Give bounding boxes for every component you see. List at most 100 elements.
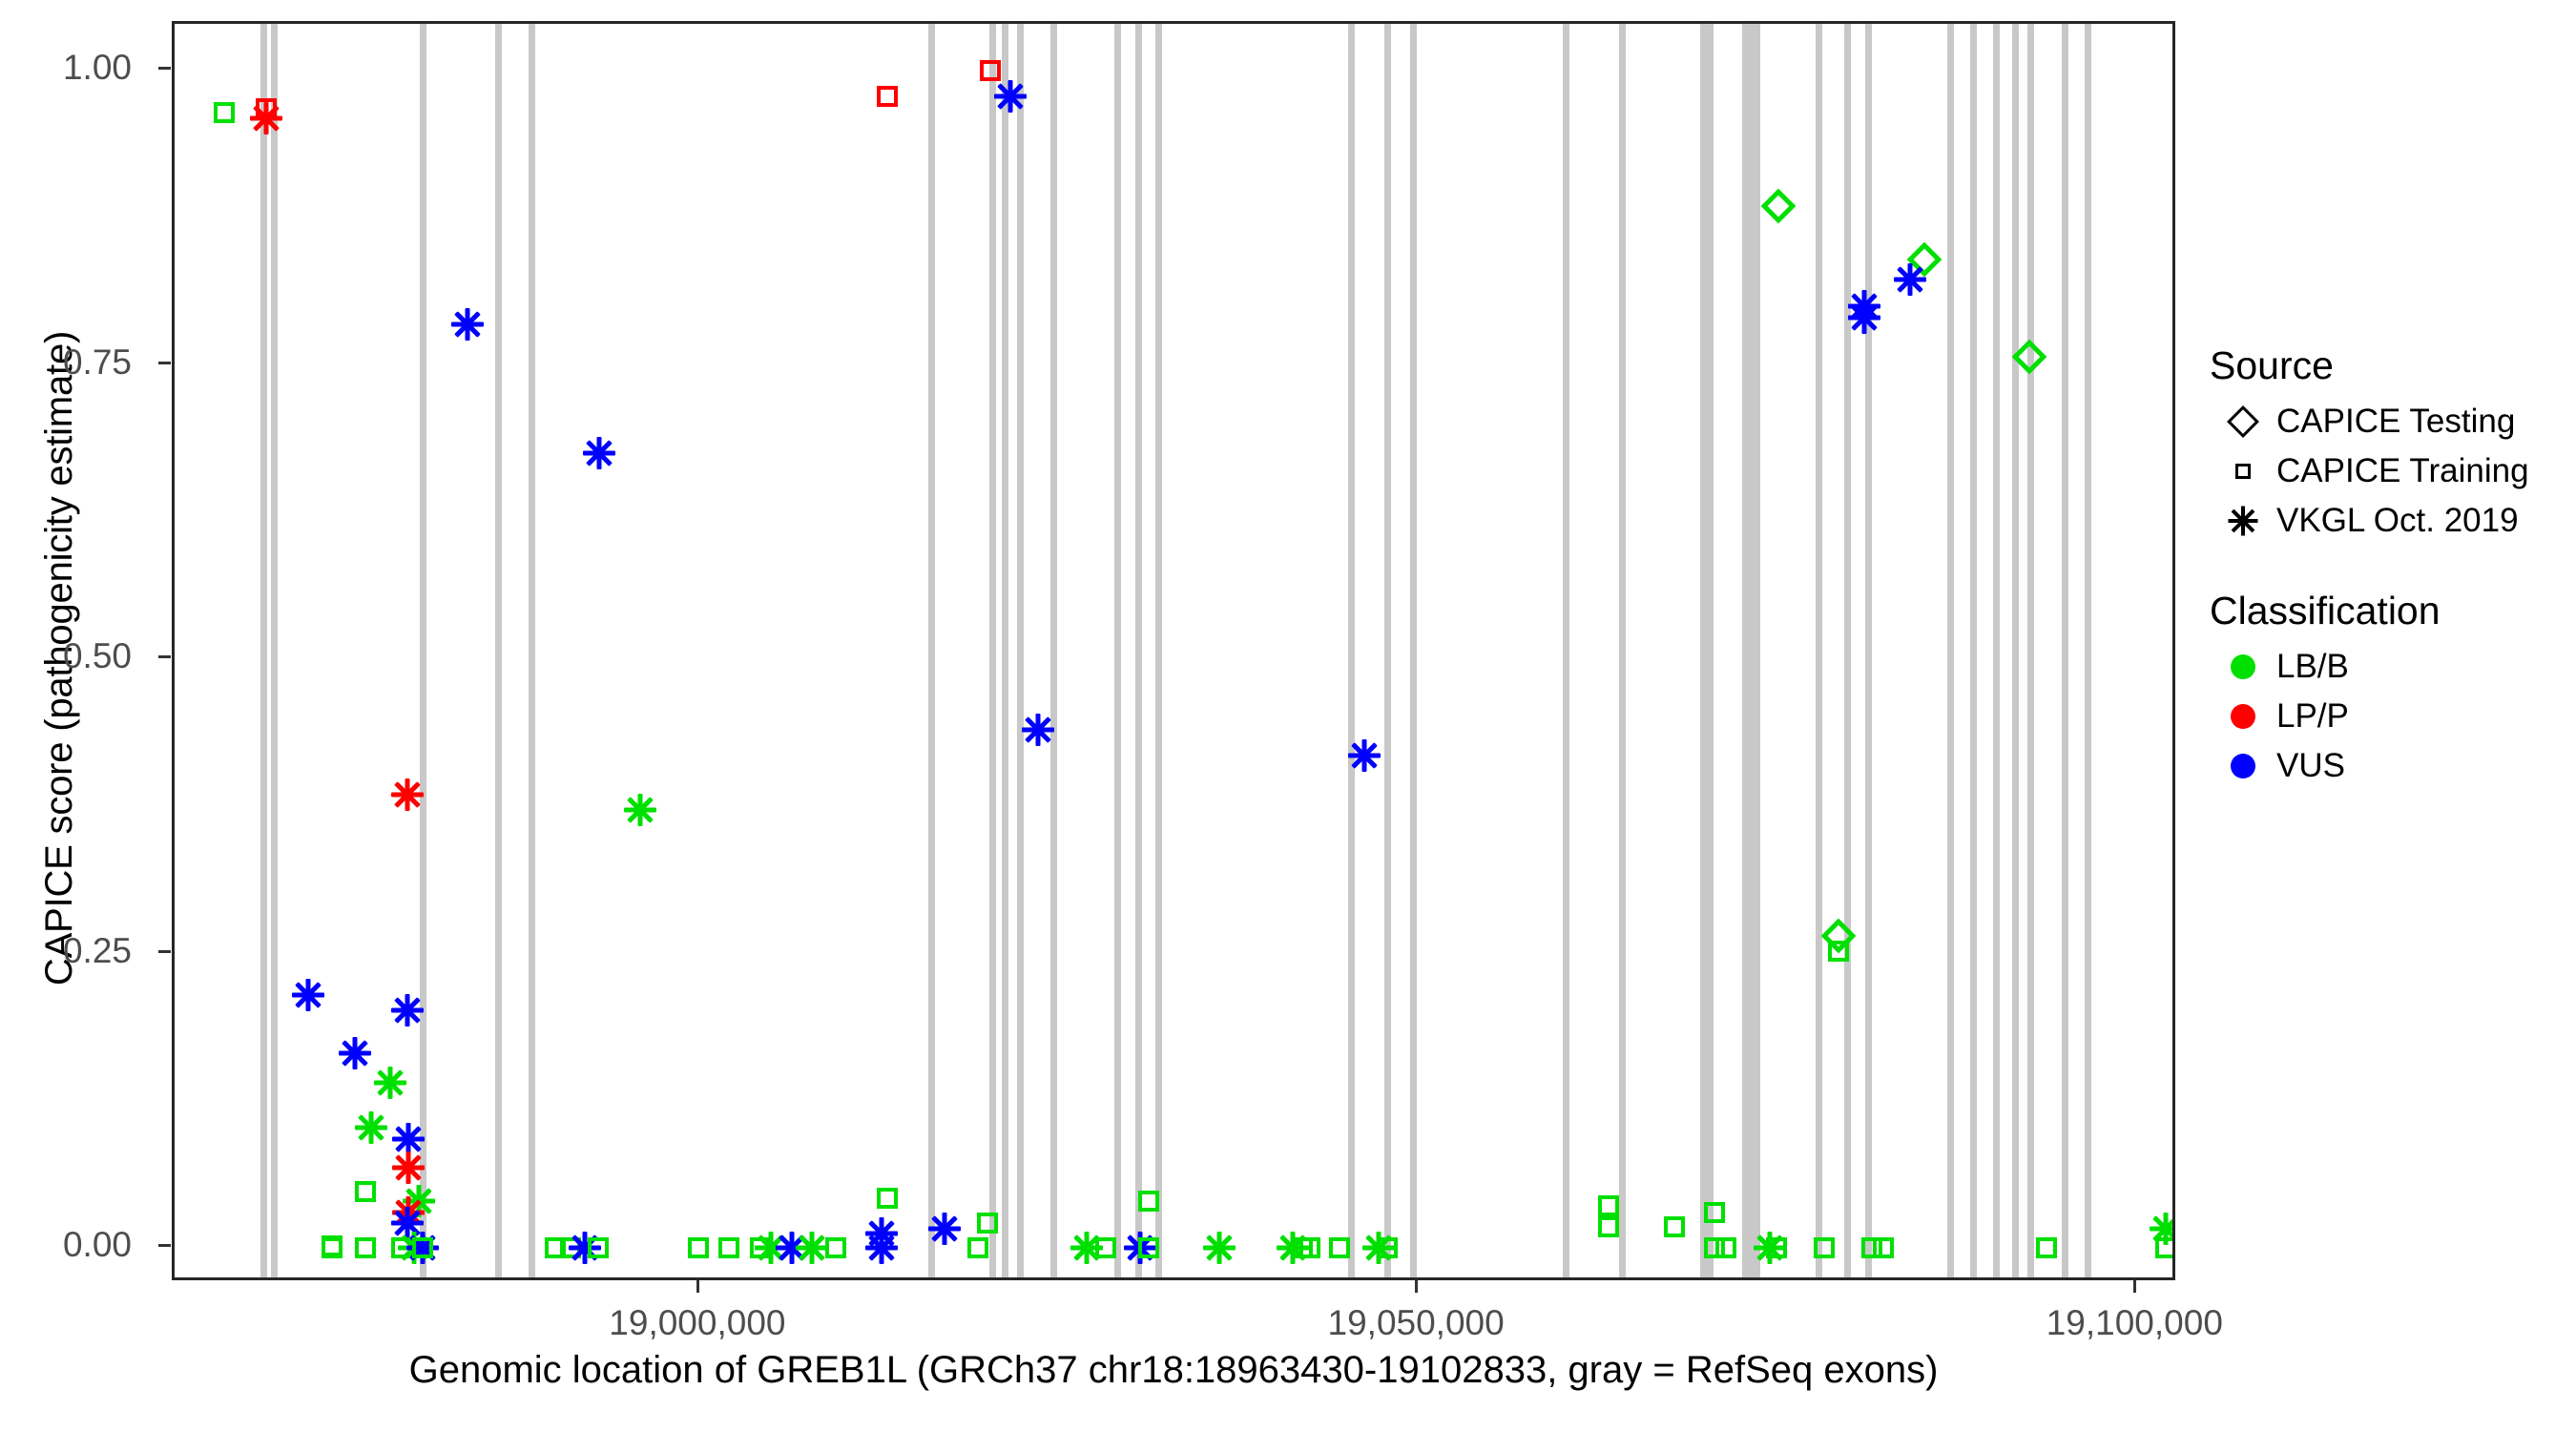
exon-line [1754,24,1760,1277]
data-point [774,1230,810,1266]
data-point [876,86,898,108]
data-point [863,1230,900,1266]
data-point [750,1236,772,1258]
x-tick-label: 19,000,000 [609,1303,786,1342]
exon-line [1384,24,1391,1277]
data-point [863,1215,900,1252]
exon-line [928,24,935,1277]
data-point [337,1035,373,1071]
data-point [753,1230,789,1266]
exon-line [1155,24,1162,1277]
exon-line [1865,24,1872,1277]
legend-item[interactable]: CAPICE Training [2210,447,2576,495]
legend-item[interactable]: CAPICE Testing [2210,398,2576,446]
legend-label: CAPICE Testing [2276,403,2516,440]
y-tick-mark [158,949,171,953]
data-point [354,1180,376,1202]
legend-key [2210,704,2276,729]
exon-line [2085,24,2091,1277]
exon-line [1970,24,1977,1277]
data-point [2155,1236,2172,1258]
legend-item[interactable]: VKGL Oct. 2019 [2210,497,2576,545]
data-point [567,1230,603,1266]
y-tick-mark [158,655,171,659]
exon-line [1017,24,1024,1277]
exon-line [1135,24,1142,1277]
y-tick-label: 0.75 [62,342,132,382]
y-tick-label: 0.50 [62,636,132,676]
data-point [1872,1236,1894,1258]
data-point [1766,1236,1788,1258]
data-point [396,1230,432,1266]
exon-line [1050,24,1057,1277]
exon-line [1114,24,1121,1277]
data-point [1760,188,1797,224]
data-point [1597,1215,1619,1237]
filled-circle-icon [2231,754,2255,778]
exon-line [420,24,426,1277]
square-outline-icon [2235,464,2251,479]
legend-item[interactable]: LP/P [2210,693,2576,740]
exon-line [260,24,267,1277]
x-tick-label: 19,050,000 [1327,1303,1505,1342]
exon-line [1816,24,1822,1277]
legend-item[interactable]: LB/B [2210,643,2576,691]
data-point [449,306,486,342]
data-point [1906,241,1942,278]
legend-key [2210,405,2276,438]
data-point [214,101,236,123]
data-point [354,1236,376,1258]
data-point [876,1188,898,1210]
y-tick-mark [158,67,171,71]
data-point [1292,1236,1314,1258]
data-point [372,1065,408,1101]
y-tick-label: 1.00 [62,48,132,88]
data-point [1597,1194,1619,1216]
data-point [353,1110,389,1146]
exon-line [1410,24,1417,1277]
filled-circle-icon [2231,704,2255,729]
exon-line [1748,24,1755,1277]
exon-line [1563,24,1569,1277]
data-point [581,435,617,471]
y-tick-label: 0.00 [62,1224,132,1264]
exon-line [2027,24,2034,1277]
data-point [1275,1230,1311,1266]
x-tick-label: 19,100,000 [2046,1303,2223,1342]
exon-line [1947,24,1954,1277]
data-point [718,1236,740,1258]
legend-label: LB/B [2276,648,2349,685]
exon-line [2062,24,2068,1277]
data-point [1361,1230,1397,1266]
exon-line [495,24,502,1277]
data-point [560,1236,582,1258]
data-point [290,977,326,1013]
legend-key [2210,505,2276,537]
exon-line [529,24,535,1277]
legend-key [2210,754,2276,778]
legend-key [2210,654,2276,679]
data-point [1094,1236,1116,1258]
legend-label: CAPICE Training [2276,452,2529,489]
data-point [401,1183,437,1219]
exon-line [1707,24,1714,1277]
data-point [544,1236,566,1258]
plot-panel [172,21,2175,1280]
data-point [587,1236,609,1258]
exon-line [1844,24,1851,1277]
data-point [1715,1236,1737,1258]
data-point [966,1236,988,1258]
asterisk-icon [2227,505,2259,537]
data-point [688,1236,710,1258]
legend-item[interactable]: VUS [2210,742,2576,790]
diamond-outline-icon [2227,405,2259,438]
exon-line [989,24,996,1277]
legend-key [2210,464,2276,479]
data-point [1069,1230,1105,1266]
y-tick-mark [158,1243,171,1247]
exon-line [1700,24,1707,1277]
legend-spacer [2210,547,2576,589]
exon-line [1619,24,1626,1277]
y-tick-label: 0.25 [62,930,132,970]
